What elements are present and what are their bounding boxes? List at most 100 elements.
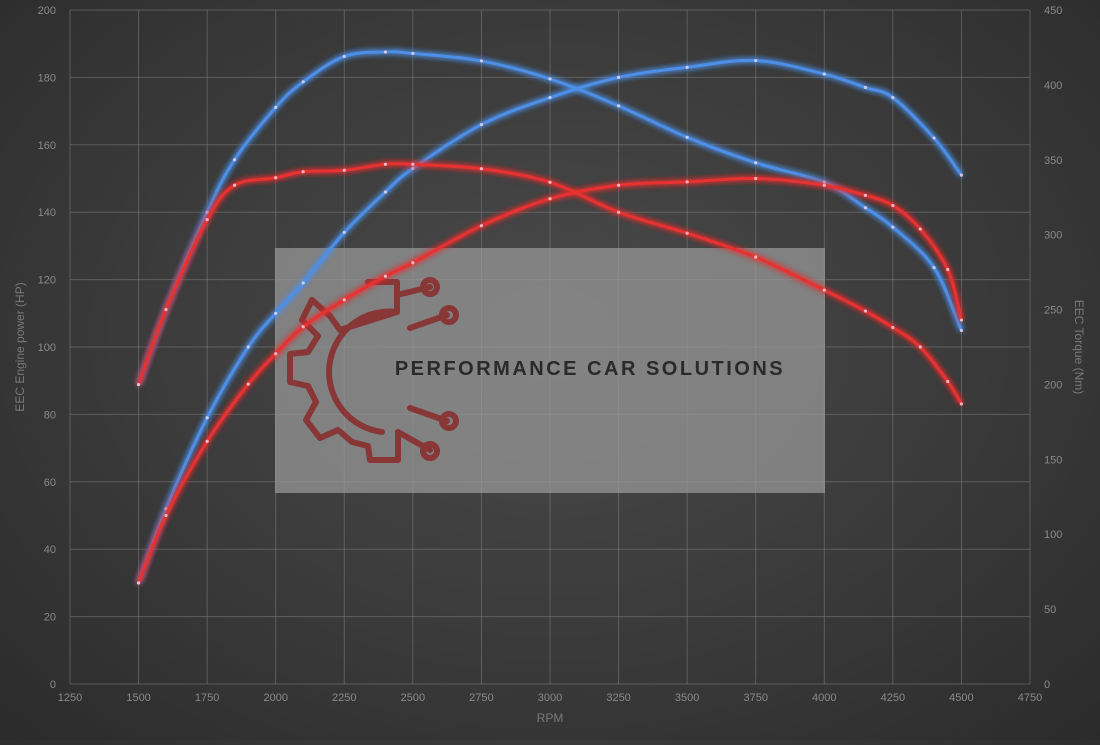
data-point bbox=[479, 224, 484, 228]
right-tick-label: 300 bbox=[1044, 230, 1062, 242]
data-point bbox=[685, 231, 689, 235]
x-tick-label: 2000 bbox=[263, 692, 287, 704]
data-point bbox=[411, 166, 415, 170]
x-tick-label: 4750 bbox=[1018, 692, 1042, 704]
data-point bbox=[891, 225, 895, 229]
data-point bbox=[479, 122, 484, 127]
data-point bbox=[548, 96, 552, 100]
data-point bbox=[232, 183, 237, 187]
data-point bbox=[342, 298, 346, 302]
left-tick-label: 180 bbox=[38, 72, 56, 84]
right-tick-label: 200 bbox=[1044, 379, 1062, 391]
x-tick-label: 3500 bbox=[675, 692, 699, 704]
data-point bbox=[342, 230, 346, 235]
data-point bbox=[548, 77, 552, 81]
data-point bbox=[685, 65, 689, 69]
data-point bbox=[754, 255, 758, 259]
x-tick-label: 2500 bbox=[401, 692, 425, 704]
data-point bbox=[932, 266, 936, 270]
data-point bbox=[918, 227, 922, 231]
data-point bbox=[863, 206, 868, 210]
data-point bbox=[891, 96, 895, 100]
data-point bbox=[891, 325, 895, 330]
x-tick-label: 3250 bbox=[606, 692, 630, 704]
data-point bbox=[479, 167, 484, 171]
data-point bbox=[205, 218, 209, 222]
right-tick-label: 250 bbox=[1044, 305, 1062, 317]
right-tick-label: 350 bbox=[1044, 155, 1062, 167]
data-point bbox=[232, 158, 237, 162]
right-axis-title: EEC Torque (Nm) bbox=[1072, 300, 1086, 394]
left-tick-label: 60 bbox=[44, 477, 56, 489]
data-point bbox=[342, 168, 346, 172]
data-point bbox=[411, 261, 415, 265]
data-point bbox=[274, 105, 278, 109]
data-point bbox=[616, 210, 621, 214]
data-point bbox=[754, 161, 758, 165]
data-point bbox=[205, 439, 209, 443]
data-point bbox=[754, 58, 758, 63]
data-point bbox=[301, 325, 305, 329]
x-tick-label: 1250 bbox=[58, 692, 82, 704]
data-point bbox=[959, 328, 964, 333]
left-tick-label: 80 bbox=[44, 409, 56, 421]
data-point bbox=[754, 176, 758, 181]
data-point bbox=[411, 162, 415, 166]
left-tick-label: 20 bbox=[44, 612, 56, 624]
data-point bbox=[822, 183, 826, 187]
data-point bbox=[863, 193, 868, 197]
series-line bbox=[137, 58, 963, 584]
left-tick-label: 0 bbox=[50, 679, 56, 691]
right-tick-label: 150 bbox=[1044, 454, 1062, 466]
data-point bbox=[822, 288, 826, 292]
left-tick-label: 120 bbox=[38, 275, 56, 287]
data-point bbox=[685, 135, 689, 139]
data-point bbox=[479, 59, 484, 63]
data-point bbox=[246, 382, 250, 386]
data-point bbox=[891, 203, 895, 208]
data-point bbox=[548, 197, 552, 201]
data-point bbox=[274, 352, 278, 356]
x-axis-ticks: 1250 1500 1750 2000 2250 2500 2750 3000 3250 3500… bbox=[58, 692, 1042, 704]
data-point bbox=[136, 581, 141, 585]
right-tick-label: 400 bbox=[1044, 80, 1062, 92]
data-point bbox=[946, 379, 950, 384]
x-axis-title: RPM bbox=[537, 711, 564, 725]
data-point bbox=[959, 318, 964, 322]
data-point bbox=[822, 72, 826, 76]
data-point bbox=[205, 210, 209, 214]
x-tick-label: 1750 bbox=[195, 692, 219, 704]
data-point bbox=[383, 190, 388, 194]
x-tick-label: 4250 bbox=[881, 692, 905, 704]
series-3 bbox=[136, 162, 964, 406]
left-tick-label: 40 bbox=[44, 544, 56, 556]
data-point bbox=[301, 80, 305, 84]
x-tick-label: 4000 bbox=[812, 692, 836, 704]
x-tick-label: 2750 bbox=[469, 692, 493, 704]
data-point bbox=[342, 54, 346, 59]
gear-circuit-icon bbox=[287, 277, 459, 463]
left-axis-title: EEC Engine power (HP) bbox=[13, 282, 27, 411]
data-point bbox=[411, 51, 415, 56]
data-point bbox=[863, 85, 868, 90]
data-point bbox=[301, 170, 305, 174]
data-point bbox=[383, 274, 388, 278]
series-2 bbox=[136, 176, 964, 585]
x-tick-label: 4500 bbox=[949, 692, 973, 704]
data-point bbox=[164, 513, 168, 518]
data-point bbox=[274, 311, 278, 315]
data-point bbox=[205, 416, 209, 420]
data-point bbox=[946, 267, 950, 272]
data-point bbox=[274, 176, 278, 180]
data-point bbox=[932, 136, 936, 140]
data-series bbox=[136, 50, 964, 585]
left-tick-label: 160 bbox=[38, 140, 56, 152]
data-point bbox=[863, 309, 868, 313]
data-point bbox=[246, 345, 250, 349]
left-axis-ticks: 0 20 40 60 80 100 120 140 160 180 200 bbox=[38, 5, 56, 691]
left-tick-label: 200 bbox=[38, 5, 56, 17]
data-point bbox=[616, 104, 621, 108]
data-point bbox=[616, 183, 621, 187]
data-point bbox=[383, 162, 388, 166]
